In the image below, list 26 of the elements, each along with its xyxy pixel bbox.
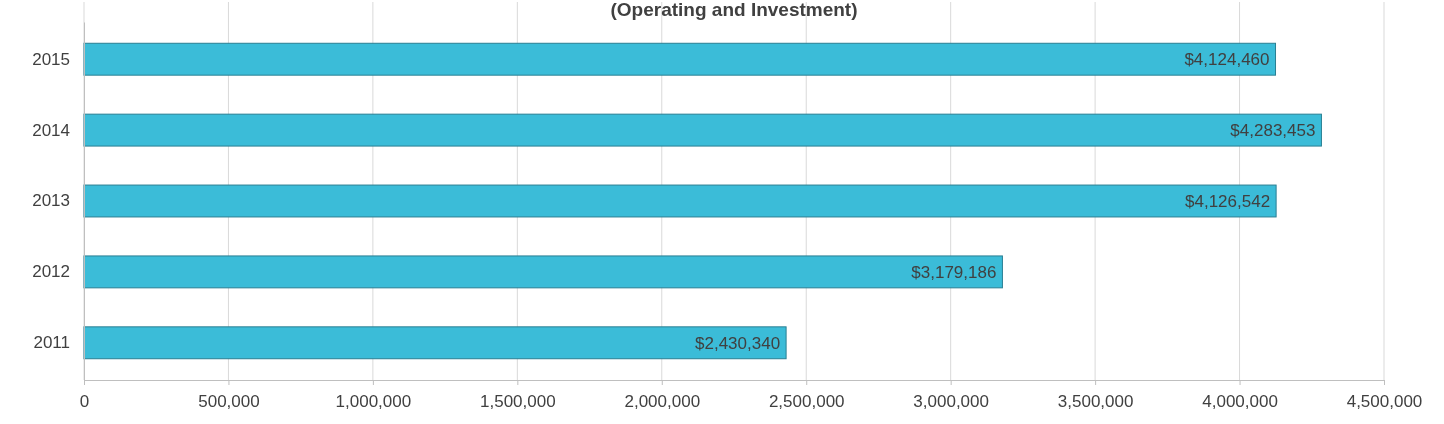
x-tick-label: 1,500,000 [480, 391, 556, 411]
x-tick-label: 4,000,000 [1202, 391, 1278, 411]
data-label: $3,179,186 [911, 262, 997, 282]
x-tick-label: 3,000,000 [913, 391, 989, 411]
y-tick-label: 2013 [32, 191, 70, 211]
y-tick-label: 2014 [32, 120, 70, 140]
x-tick-label: 2,500,000 [768, 391, 845, 411]
chart-title: (Operating and Investment) [610, 0, 858, 20]
bar [83, 113, 1322, 147]
x-tick-label: 2,000,000 [624, 391, 701, 411]
bar [83, 255, 1003, 289]
data-label: $4,126,542 [1185, 191, 1271, 211]
y-tick-label: 2011 [33, 333, 70, 353]
data-label: $2,430,340 [695, 333, 781, 353]
y-tick-label: 2015 [32, 49, 70, 69]
bar [83, 326, 787, 360]
data-label: $4,124,460 [1184, 50, 1270, 70]
bar [83, 184, 1277, 218]
x-tick-label: 1,000,000 [335, 391, 412, 411]
x-tick-label: 4,500,000 [1346, 391, 1423, 411]
x-tick-label: 0 [79, 391, 90, 411]
bar [83, 42, 1277, 76]
data-label: $4,283,453 [1230, 121, 1316, 141]
y-tick-label: 2012 [32, 262, 70, 282]
x-tick-label: 500,000 [198, 391, 260, 411]
x-tick-label: 3,500,000 [1057, 391, 1134, 411]
